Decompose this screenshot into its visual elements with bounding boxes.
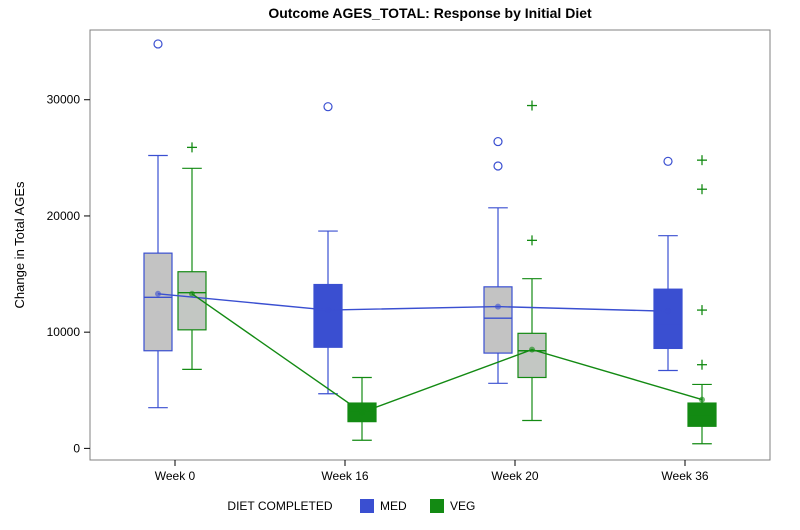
x-tick-label: Week 36 xyxy=(661,469,708,483)
box xyxy=(518,333,546,377)
y-tick-label: 0 xyxy=(73,441,80,455)
chart-title: Outcome AGES_TOTAL: Response by Initial … xyxy=(268,5,592,21)
boxplot-chart: Outcome AGES_TOTAL: Response by Initial … xyxy=(0,0,800,530)
x-tick-label: Week 20 xyxy=(491,469,538,483)
legend-swatch xyxy=(430,499,444,513)
y-axis-label: Change in Total AGEs xyxy=(12,181,27,308)
legend-swatch xyxy=(360,499,374,513)
box xyxy=(314,285,342,348)
legend-item-label: MED xyxy=(380,499,407,513)
legend-item-label: VEG xyxy=(450,499,475,513)
legend-title: DIET COMPLETED xyxy=(227,499,332,513)
y-tick-label: 10000 xyxy=(47,325,81,339)
chart-container: { "title": "Outcome AGES_TOTAL: Response… xyxy=(0,0,800,530)
x-tick-label: Week 16 xyxy=(321,469,368,483)
box xyxy=(654,289,682,348)
box xyxy=(144,253,172,351)
y-tick-label: 30000 xyxy=(47,93,81,107)
box xyxy=(484,287,512,353)
x-tick-label: Week 0 xyxy=(155,469,196,483)
y-tick-label: 20000 xyxy=(47,209,81,223)
